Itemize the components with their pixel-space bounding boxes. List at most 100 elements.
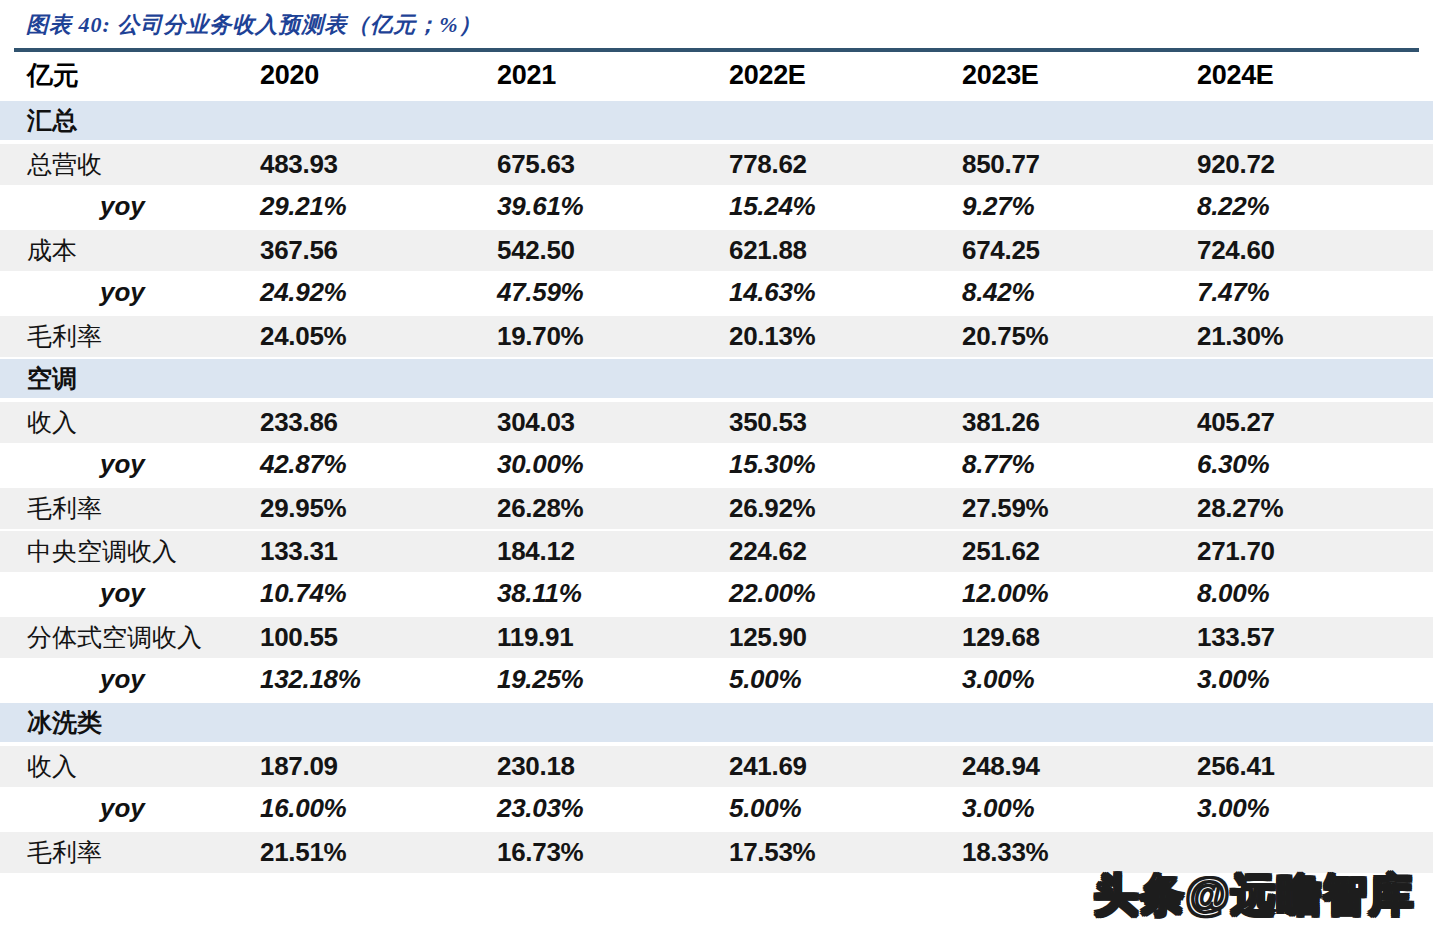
value-cell: 248.94 [962,751,1197,782]
value-cell: 18.33% [962,837,1197,868]
value-cell: 16.00% [260,793,497,824]
value-cell: 3.00% [1197,793,1420,824]
table-row: 收入233.86304.03350.53381.26405.27 [0,400,1433,443]
section-row: 空调 [0,357,1433,400]
value-cell: 47.59% [497,277,729,308]
value-cell: 5.00% [729,793,962,824]
section-label: 空调 [27,362,1420,395]
table-row: yoy24.92%47.59%14.63%8.42%7.47% [0,271,1433,314]
value-cell: 20.75% [962,321,1197,352]
value-cell: 7.47% [1197,277,1420,308]
value-cell: 29.95% [260,493,497,524]
table-row: yoy42.87%30.00%15.30%8.77%6.30% [0,443,1433,486]
value-cell: 21.51% [260,837,497,868]
value-cell: 133.31 [260,536,497,567]
value-cell: 24.05% [260,321,497,352]
value-cell: 129.68 [962,622,1197,653]
value-cell: 125.90 [729,622,962,653]
value-cell: 230.18 [497,751,729,782]
value-cell: 367.56 [260,235,497,266]
value-cell: 42.87% [260,449,497,480]
value-cell: 30.00% [497,449,729,480]
row-label: 毛利率 [27,492,260,525]
year-header: 2020 [260,60,497,91]
value-cell: 184.12 [497,536,729,567]
value-cell: 38.11% [497,578,729,609]
value-cell: 3.00% [962,793,1197,824]
row-label: 毛利率 [27,836,260,869]
value-cell: 16.73% [497,837,729,868]
value-cell: 233.86 [260,407,497,438]
value-cell: 20.13% [729,321,962,352]
forecast-table: 亿元202020212022E2023E2024E汇总总营收483.93675.… [0,52,1433,873]
table-row: 毛利率29.95%26.28%26.92%27.59%28.27% [0,486,1433,529]
value-cell: 28.27% [1197,493,1420,524]
value-cell: 3.00% [1197,664,1420,695]
value-cell: 17.53% [729,837,962,868]
value-cell: 304.03 [497,407,729,438]
value-cell: 3.00% [962,664,1197,695]
value-cell: 724.60 [1197,235,1420,266]
value-cell: 23.03% [497,793,729,824]
value-cell: 21.30% [1197,321,1420,352]
value-cell: 778.62 [729,149,962,180]
unit-header: 亿元 [27,58,260,93]
year-header: 2021 [497,60,729,91]
section-row: 冰洗类 [0,701,1433,744]
year-header: 2023E [962,60,1197,91]
value-cell: 621.88 [729,235,962,266]
value-cell: 542.50 [497,235,729,266]
value-cell: 271.70 [1197,536,1420,567]
value-cell: 675.63 [497,149,729,180]
table-row: 毛利率21.51%16.73%17.53%18.33% [0,830,1433,873]
row-label: yoy [27,578,260,609]
value-cell: 19.70% [497,321,729,352]
value-cell: 8.00% [1197,578,1420,609]
value-cell: 12.00% [962,578,1197,609]
value-cell: 251.62 [962,536,1197,567]
value-cell: 850.77 [962,149,1197,180]
value-cell: 10.74% [260,578,497,609]
value-cell: 5.00% [729,664,962,695]
row-label: yoy [27,664,260,695]
value-cell: 29.21% [260,191,497,222]
year-header: 2024E [1197,60,1420,91]
value-cell: 256.41 [1197,751,1420,782]
row-label: 中央空调收入 [27,535,260,568]
row-label: yoy [27,191,260,222]
table-row: yoy132.18%19.25%5.00%3.00%3.00% [0,658,1433,701]
value-cell: 187.09 [260,751,497,782]
row-label: 收入 [27,750,260,783]
row-label: 分体式空调收入 [27,621,260,654]
table-row: yoy16.00%23.03%5.00%3.00%3.00% [0,787,1433,830]
row-label: yoy [27,793,260,824]
value-cell: 224.62 [729,536,962,567]
value-cell: 920.72 [1197,149,1420,180]
value-cell: 26.92% [729,493,962,524]
section-label: 冰洗类 [27,706,1420,739]
table-row: 成本367.56542.50621.88674.25724.60 [0,228,1433,271]
value-cell: 9.27% [962,191,1197,222]
value-cell: 381.26 [962,407,1197,438]
value-cell: 483.93 [260,149,497,180]
value-cell: 22.00% [729,578,962,609]
value-cell: 8.42% [962,277,1197,308]
row-label: 成本 [27,234,260,267]
value-cell: 100.55 [260,622,497,653]
row-label: yoy [27,449,260,480]
value-cell: 119.91 [497,622,729,653]
row-label: yoy [27,277,260,308]
table-row: 收入187.09230.18241.69248.94256.41 [0,744,1433,787]
value-cell: 27.59% [962,493,1197,524]
row-label: 收入 [27,406,260,439]
table-row: 总营收483.93675.63778.62850.77920.72 [0,142,1433,185]
value-cell: 8.22% [1197,191,1420,222]
table-row: yoy29.21%39.61%15.24%9.27%8.22% [0,185,1433,228]
watermark: 头条@远瞻智库 [1094,873,1415,917]
value-cell: 133.57 [1197,622,1420,653]
value-cell: 241.69 [729,751,962,782]
value-cell: 14.63% [729,277,962,308]
row-label: 总营收 [27,148,260,181]
value-cell: 24.92% [260,277,497,308]
value-cell: 26.28% [497,493,729,524]
